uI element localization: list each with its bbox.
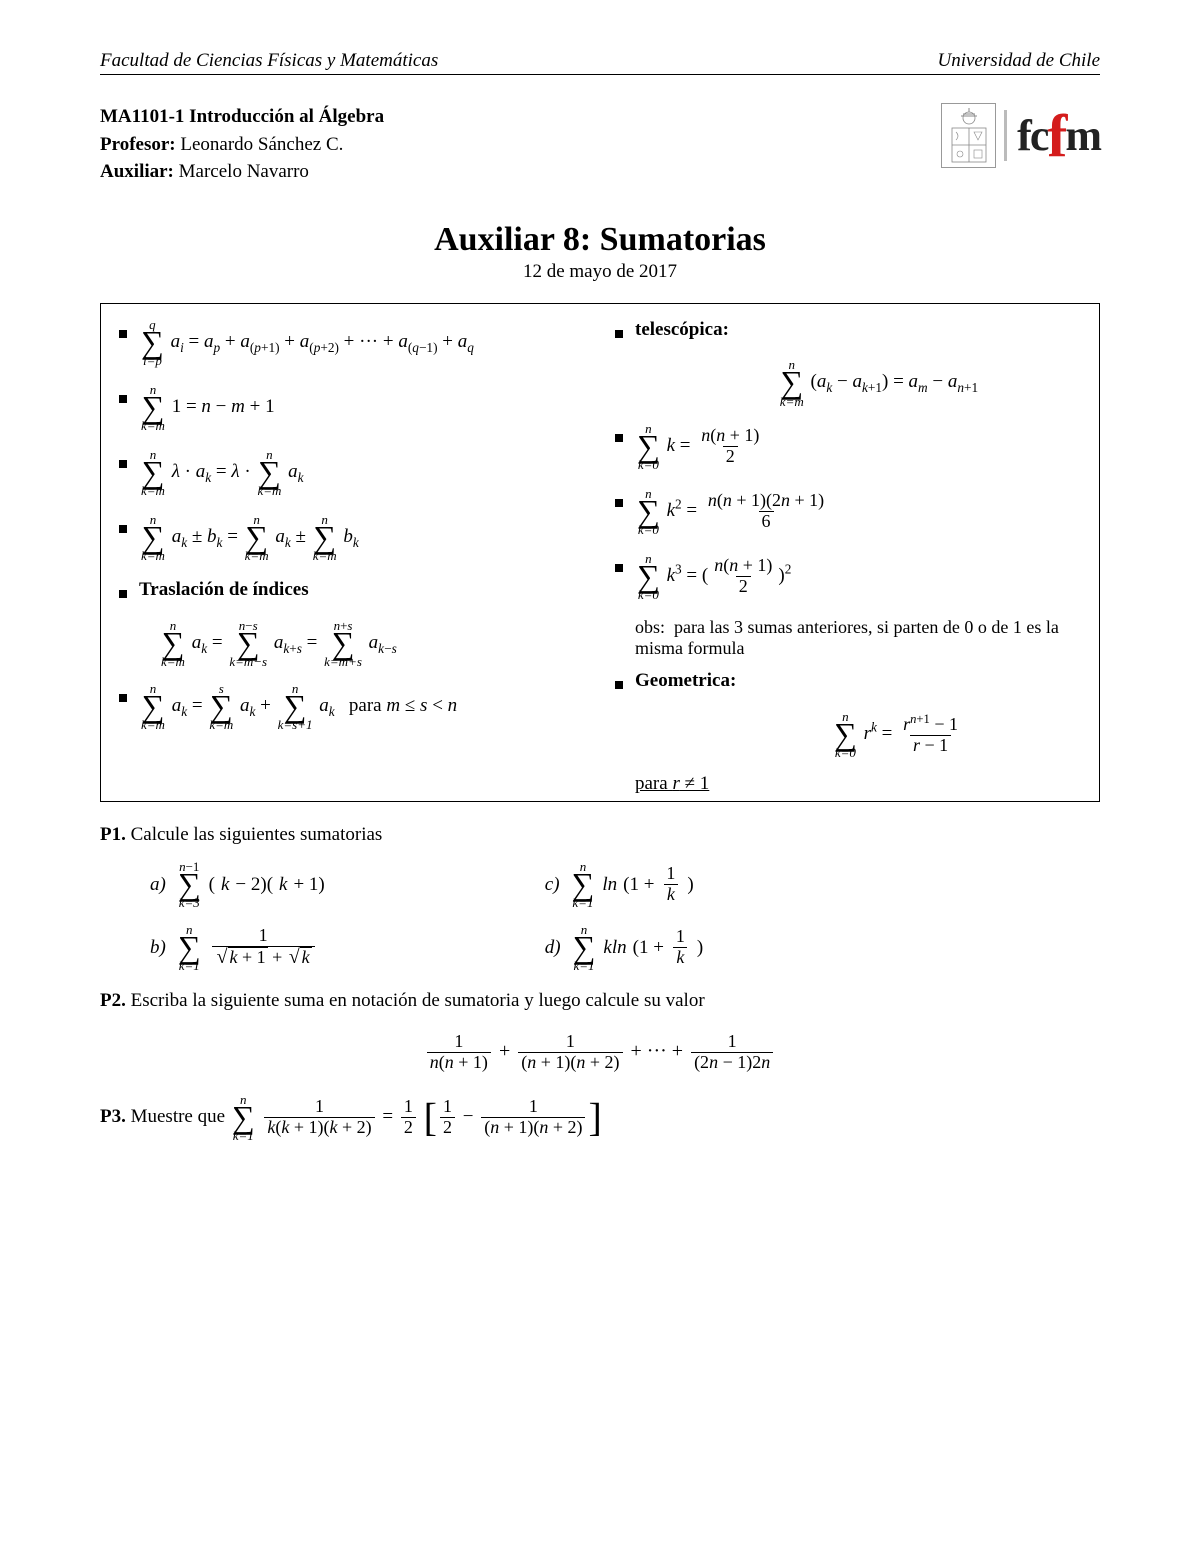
p1-d: d) n∑k=1 kln(1 + 1k) [545, 923, 703, 972]
formula-sum-ones: n∑k=m 1 = n − m + 1 [119, 383, 585, 432]
p3-text: Muestre que [131, 1106, 225, 1127]
fcfm-logo: fcfm [1004, 110, 1100, 161]
page-date: 12 de mayo de 2017 [100, 261, 1100, 283]
formula-sum-k2: n∑k=0 k2 = n(n + 1)(2n + 1)6 [615, 487, 1081, 536]
course-code: MA1101-1 Introducción al Álgebra [100, 103, 384, 131]
formula-col-right: telescópica: n∑k=m (ak − ak+1) = am − an… [615, 318, 1081, 795]
formula-sum-split-pm: n∑k=m ak ± bk = n∑k=m ak ± n∑k=m bk [119, 513, 585, 562]
logo-fc: fc [1017, 110, 1047, 161]
p2-text: Escriba la siguiente suma en notación de… [131, 990, 705, 1011]
auxiliar-line: Auxiliar: Marcelo Navarro [100, 158, 384, 186]
formula-geometric-heading: Geometrica: [615, 669, 1081, 694]
p1-b: b) n∑k=1 1k + 1 + k [150, 923, 325, 972]
formula-box: q∑i=p ai = ap + a(p+1) + a(p+2) + ··· + … [100, 303, 1100, 802]
p1-text: Calcule las siguientes sumatorias [131, 824, 383, 845]
formula-scalar-mult: n∑k=m λ · ak = λ · n∑k=m ak [119, 448, 585, 497]
obs-text: para las 3 sumas anteriores, si parten d… [635, 617, 1059, 658]
p2-label: P2. [100, 990, 126, 1011]
problem-1: P1. Calcule las siguientes sumatorias a)… [100, 824, 1100, 972]
page-title: Auxiliar 8: Sumatorias [100, 221, 1100, 259]
logo-f-red: f [1047, 115, 1065, 157]
problems-section: P1. Calcule las siguientes sumatorias a)… [100, 824, 1100, 1142]
auxiliar-name: Marcelo Navarro [179, 161, 309, 182]
course-info: MA1101-1 Introducción al Álgebra Profeso… [100, 103, 384, 186]
p1-label: P1. [100, 824, 126, 845]
formula-geometric: n∑k=0 rk = rn+1 − 1r − 1 [715, 710, 1081, 759]
auxiliar-label: Auxiliar: [100, 161, 174, 182]
professor-label: Profesor: [100, 134, 176, 155]
formula-split-range: n∑k=m ak = s∑k=m ak + n∑k=s+1 ak para m … [119, 682, 585, 731]
formula-telescopic: n∑k=m (ak − ak+1) = am − an+1 [675, 358, 1081, 407]
p1-a: a) n−1∑k=3 (k − 2)(k + 1) [150, 860, 325, 909]
formula-traslacion-heading: Traslación de índices [119, 578, 585, 603]
logo-m: m [1065, 110, 1100, 161]
professor-name: Leonardo Sánchez C. [180, 134, 343, 155]
problem-2: P2. Escriba la siguiente suma en notació… [100, 990, 1100, 1073]
para-condition: para m ≤ s < n [349, 695, 457, 716]
uchile-seal-icon [941, 103, 996, 168]
obs-label: obs: [635, 617, 665, 637]
logo-block: fcfm [941, 103, 1100, 168]
title-block: Auxiliar 8: Sumatorias 12 de mayo de 201… [100, 221, 1100, 283]
formula-sum-k3: n∑k=0 k3 = (n(n + 1)2)2 [615, 552, 1081, 601]
formula-geometric-cond: para r ≠ 1 [635, 773, 1081, 795]
formula-telescopic-heading: telescópica: [615, 318, 1081, 343]
problem-3: P3. Muestre que n∑k=1 1k(k + 1)(k + 2) =… [100, 1093, 1100, 1142]
header-left: Facultad de Ciencias Físicas y Matemátic… [100, 50, 438, 72]
formula-col-left: q∑i=p ai = ap + a(p+1) + a(p+2) + ··· + … [119, 318, 585, 795]
course-block: MA1101-1 Introducción al Álgebra Profeso… [100, 103, 1100, 186]
formula-sum-k: n∑k=0 k = n(n + 1)2 [615, 422, 1081, 471]
p1-c: c) n∑k=1 ln(1 + 1k) [545, 860, 703, 909]
p3-label: P3. [100, 1106, 126, 1127]
formula-index-shift: n∑k=m ak = n−s∑k=m−s ak+s = n+s∑k=m+s ak… [159, 619, 585, 668]
formula-obs: obs: para las 3 sumas anteriores, si par… [635, 617, 1081, 659]
formula-sum-expand: q∑i=p ai = ap + a(p+1) + a(p+2) + ··· + … [119, 318, 585, 367]
header-right: Universidad de Chile [937, 50, 1100, 72]
professor-line: Profesor: Leonardo Sánchez C. [100, 131, 384, 159]
page-header: Facultad de Ciencias Físicas y Matemátic… [100, 50, 1100, 75]
p2-formula: 1n(n + 1) + 1(n + 1)(n + 2) + ··· + 1(2n… [100, 1032, 1100, 1073]
